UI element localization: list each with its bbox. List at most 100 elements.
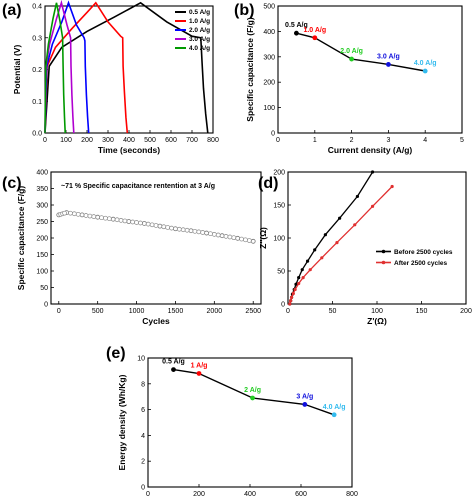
data-point-fill [71, 211, 77, 217]
series-line-20Ag [44, 0, 90, 134]
data-point-fill [180, 227, 186, 233]
data-point-fill [196, 229, 202, 235]
data-point-fill [62, 210, 67, 216]
data-point-fill [200, 230, 206, 235]
series-point [297, 281, 301, 286]
data-point [171, 367, 176, 373]
x-axis-label: Time (seconds) [98, 145, 160, 155]
data-point-fill [149, 222, 155, 228]
data-point [422, 68, 428, 74]
data-label: 1 A/g [191, 362, 208, 369]
x-tick-label: 700 [186, 137, 198, 144]
data-point [349, 56, 354, 62]
data-point [250, 238, 256, 244]
plot-frame [287, 171, 467, 305]
series-point [301, 276, 305, 280]
series-point [297, 276, 301, 280]
panel-label-b: (b) [234, 2, 254, 19]
y-tick-label: 6 [141, 407, 145, 414]
plot-frame [277, 5, 463, 134]
series-point [313, 248, 317, 252]
series-point [390, 184, 394, 189]
legend-marker [381, 249, 386, 254]
y-tick-label: 100 [263, 105, 275, 112]
x-axis-label: Cycles [142, 316, 170, 326]
x-tick-label: 0 [146, 491, 150, 498]
x-axis-label: Current density (A/g) [328, 145, 413, 155]
series-point [293, 287, 297, 292]
legend-marker [381, 260, 386, 265]
series-line [289, 171, 374, 305]
data-point [173, 226, 178, 232]
data-label: 3.0 A/g [377, 53, 400, 60]
panel-label-c: (c) [2, 175, 22, 192]
y-tick-label: 150 [36, 252, 48, 259]
x-tick-label: 0 [286, 308, 290, 315]
y-axis-label: Energy density (Wh/Kg) [117, 374, 127, 470]
y-tick-label: 0.2 [32, 67, 42, 74]
data-point [126, 219, 132, 224]
panel-label-a: (a) [2, 2, 22, 19]
data-label: 4.0 A/g [414, 60, 437, 67]
data-point [302, 402, 308, 407]
x-tick-label: 800 [346, 491, 358, 498]
y-tick-label: 200 [36, 236, 48, 243]
data-label: 2.0 A/g [340, 48, 363, 55]
data-point [312, 35, 318, 41]
data-point [294, 30, 299, 36]
data-point [79, 212, 85, 218]
y-tick-label: 50 [277, 269, 285, 276]
data-point-fill [211, 232, 217, 237]
x-tick-label: 200 [460, 308, 472, 315]
series-point [353, 223, 357, 227]
x-tick-label: 2 [350, 137, 354, 144]
data-point-fill [83, 213, 89, 218]
legend-label: 2.0 A/g [189, 27, 210, 34]
x-tick-label: 5 [460, 137, 464, 144]
data-point [235, 235, 241, 241]
series-point [305, 259, 310, 263]
y-tick-label: 4 [141, 433, 145, 440]
data-point-fill [99, 215, 104, 221]
data-point [188, 228, 194, 234]
data-point-fill [75, 211, 81, 217]
x-tick-label: 300 [102, 137, 114, 144]
x-tick-label: 600 [295, 491, 307, 498]
data-point [386, 62, 391, 67]
legend-label: 0.5 A/g [189, 9, 210, 16]
data-point-fill [239, 236, 244, 242]
chart-a: 0 100 200 300 400 500 600 700 800 0.0 0.1 0.2 0.3 0.4… [12, 0, 219, 155]
x-tick-label: 500 [92, 308, 104, 315]
data-point-fill [246, 238, 252, 243]
series-line-05Ag [44, 1, 209, 134]
x-tick-label: 200 [81, 137, 93, 144]
chart-c: 0 500 1000 1500 2000 2500 0 50 100 150 200 250 300 35… [16, 170, 262, 326]
x-tick-label: 400 [123, 137, 135, 144]
y-tick-label: 0.1 [32, 99, 42, 106]
x-tick-label: 100 [371, 308, 383, 315]
y-tick-label: 0.3 [32, 35, 42, 42]
data-label: 0.5 A/g [162, 359, 185, 366]
data-point-fill [114, 217, 120, 223]
data-point [95, 214, 101, 220]
y-tick-label: 400 [36, 170, 48, 177]
data-label: 0.5 A/g [285, 22, 308, 29]
series-line-10Ag [44, 1, 129, 134]
series-point [308, 268, 312, 272]
y-tick-label: 100 [36, 269, 48, 276]
series-point [291, 291, 295, 296]
data-point [250, 395, 255, 401]
y-tick-label: 0.0 [32, 131, 42, 138]
series-point [294, 282, 298, 286]
x-tick-label: 800 [207, 137, 219, 144]
panel-label-e: (e) [106, 345, 126, 362]
series-point [289, 295, 294, 299]
x-tick-label: 100 [60, 137, 72, 144]
chart-e: 02004006008000246810Power density (W/kg)… [117, 356, 358, 499]
data-point-fill [68, 210, 73, 216]
data-point [157, 223, 163, 229]
x-tick-label: 0 [276, 137, 280, 144]
data-point [141, 221, 147, 226]
y-tick-label: 350 [36, 186, 48, 193]
y-tick-label: 150 [273, 203, 285, 210]
